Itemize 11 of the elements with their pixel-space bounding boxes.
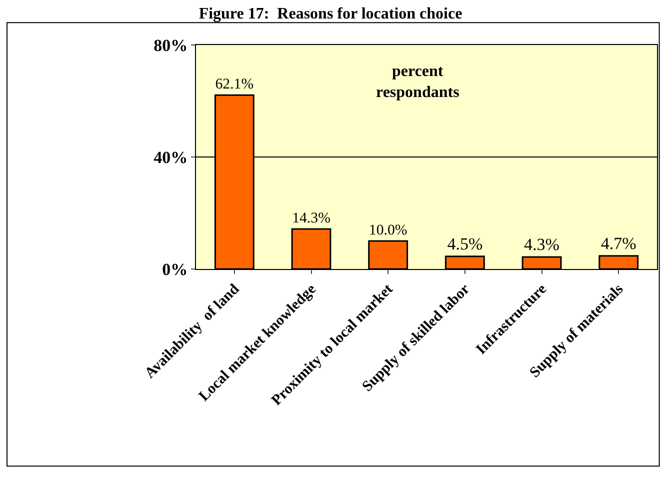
y-tick-label: 40% bbox=[154, 148, 188, 167]
y-tick-label: 80% bbox=[154, 36, 188, 55]
data-label: 14.3% bbox=[292, 210, 330, 226]
data-label: 4.7% bbox=[600, 234, 636, 253]
data-label: 62.1% bbox=[215, 76, 254, 93]
chart-title: Figure 17: Reasons for location choice bbox=[198, 5, 462, 22]
data-label: 4.5% bbox=[447, 234, 483, 254]
data-label: 10.0% bbox=[368, 222, 408, 238]
annotation: percent respondants bbox=[376, 63, 460, 101]
y-tick-label: 0% bbox=[162, 260, 188, 279]
data-label: 4.3% bbox=[524, 234, 560, 254]
